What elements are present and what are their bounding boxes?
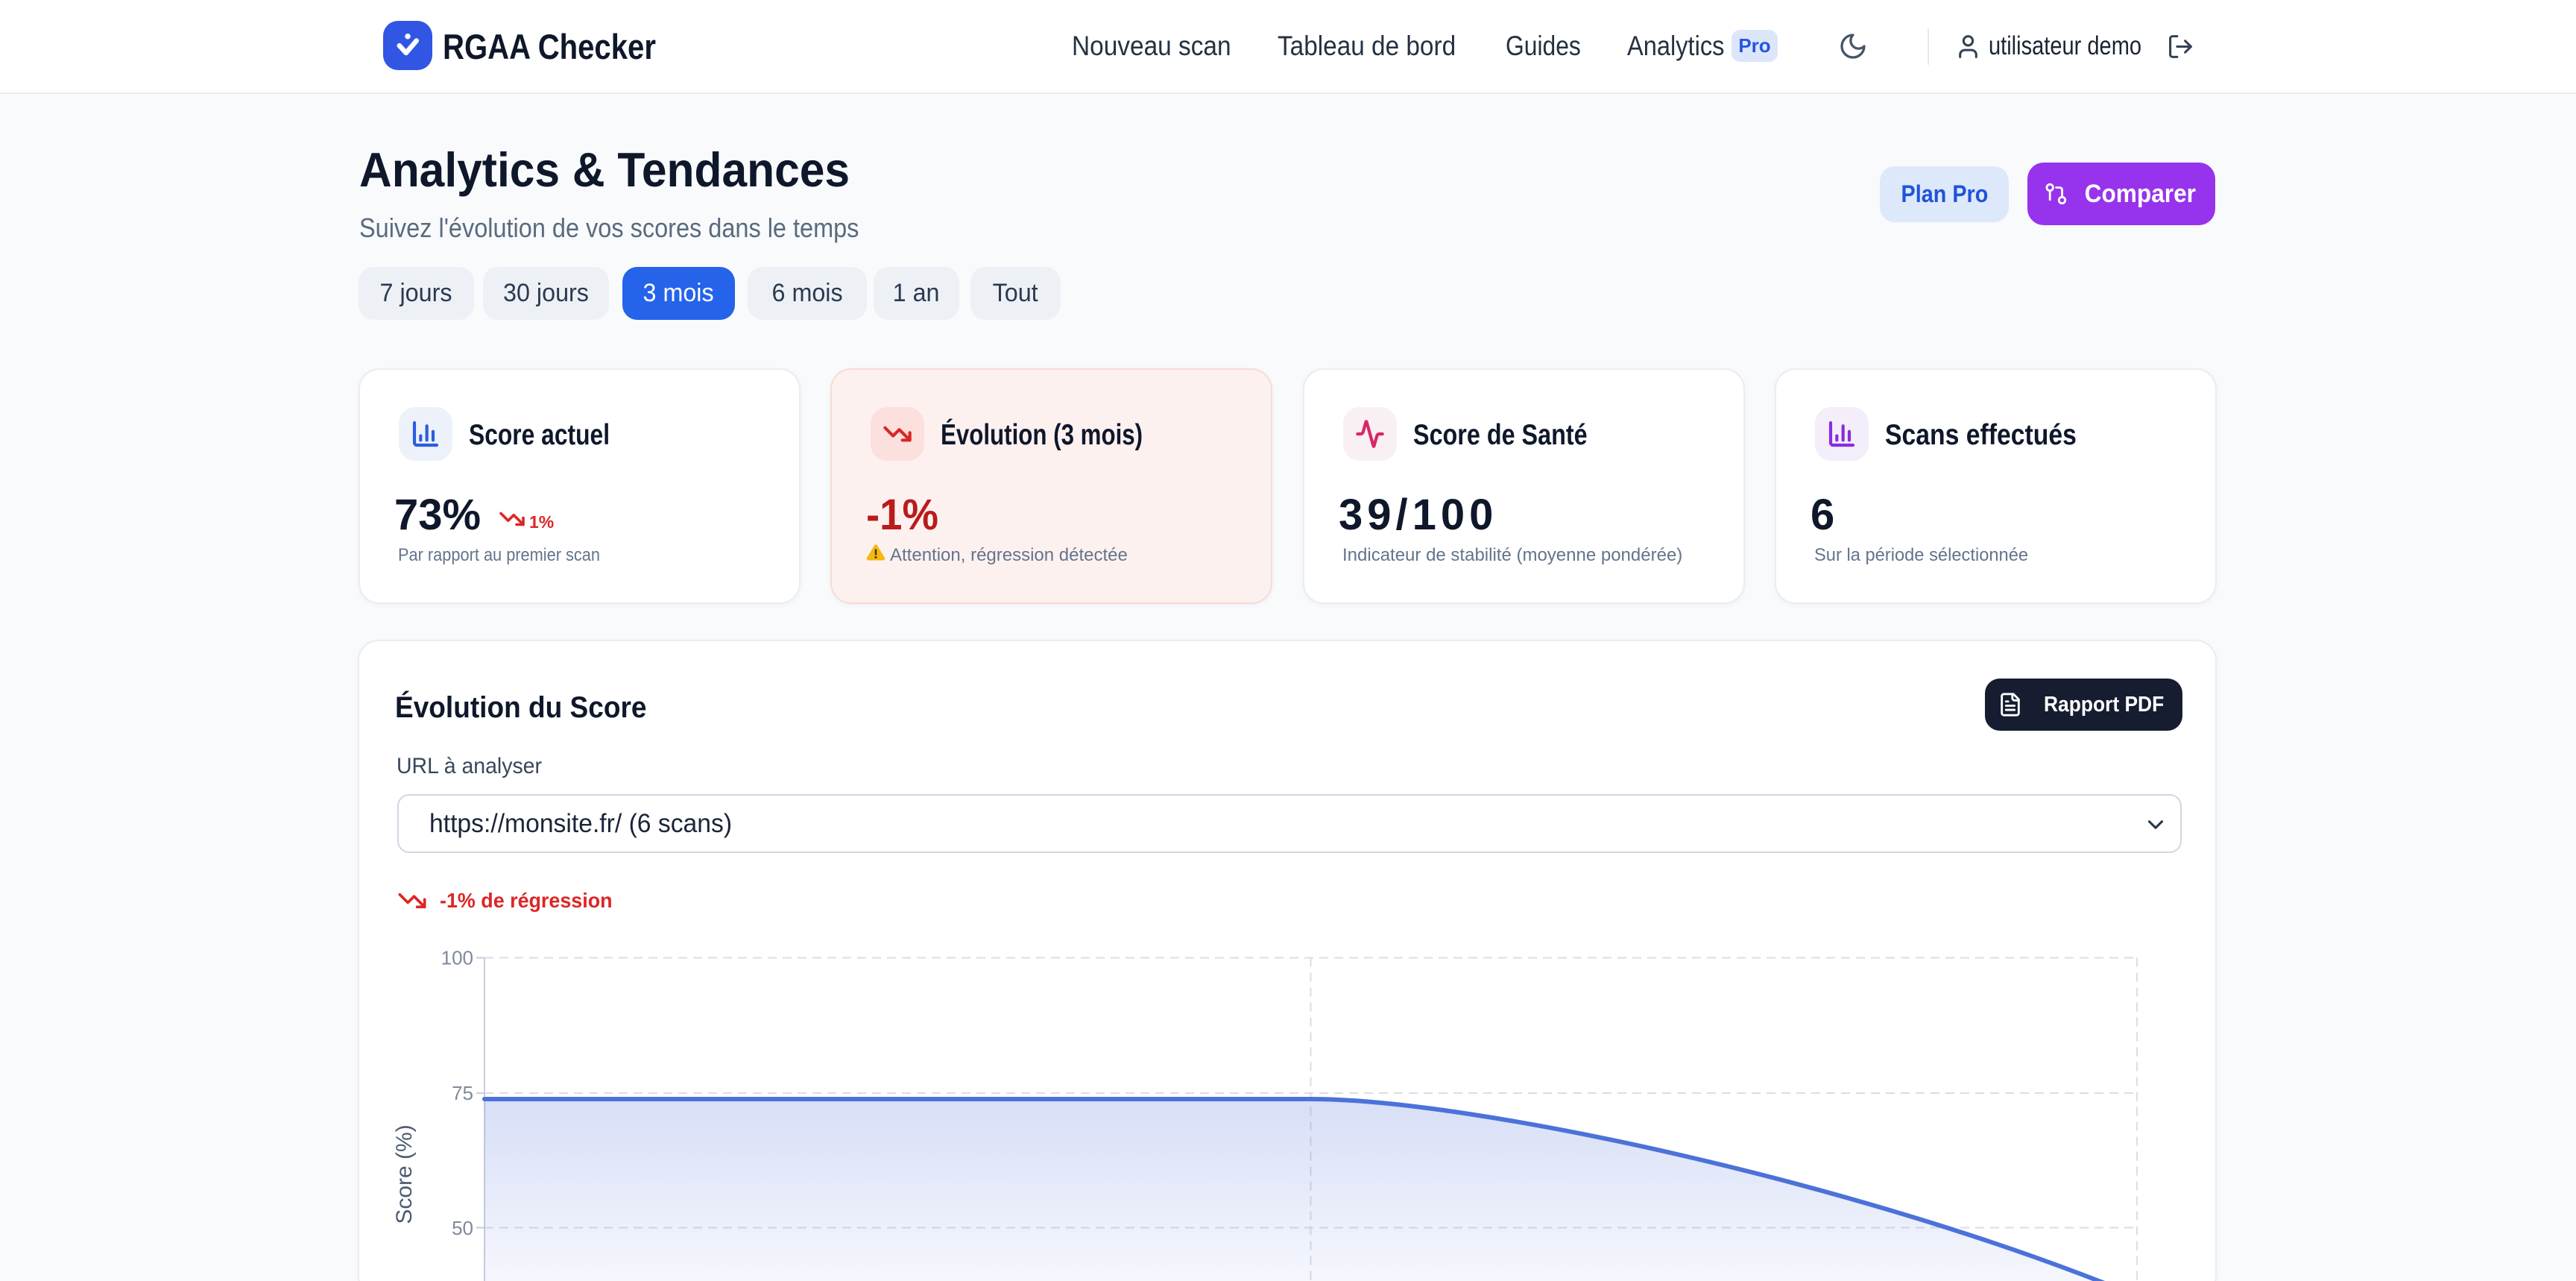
svg-text:100: 100 (441, 947, 473, 969)
svg-text:Score (%): Score (%) (392, 1124, 417, 1224)
svg-text:75: 75 (452, 1082, 473, 1104)
svg-text:50: 50 (452, 1217, 473, 1239)
